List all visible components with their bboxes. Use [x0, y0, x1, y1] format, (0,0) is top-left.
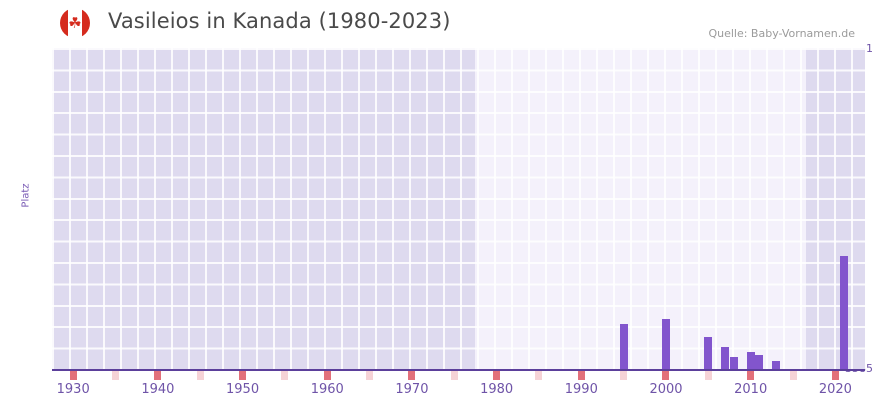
x-tick-minor-2005: [704, 371, 712, 380]
x-tick-major-2000: [662, 371, 670, 380]
bar-2011[interactable]: [755, 355, 764, 369]
x-tick-minor-1935: [112, 371, 120, 380]
shaded-period: [805, 48, 865, 369]
plot-area: [52, 48, 865, 369]
x-tick-major-1980: [493, 371, 501, 380]
bar-2005[interactable]: [704, 337, 713, 369]
x-tick-major-2020: [831, 371, 839, 380]
x-axis-tick-label-2020: 2020: [818, 382, 852, 397]
x-axis-tick-label-1990: 1990: [564, 382, 598, 397]
x-axis-tick-label-1980: 1980: [480, 382, 514, 397]
flag-band-right: [82, 8, 90, 38]
x-tick-minor-1945: [196, 371, 204, 380]
x-tick-major-1930: [69, 371, 77, 380]
x-axis-tick-label-1960: 1960: [310, 382, 344, 397]
x-axis-tick-label-1930: 1930: [56, 382, 90, 397]
x-axis-tick-label-2000: 2000: [649, 382, 683, 397]
x-axis-tick-label-1940: 1940: [141, 382, 175, 397]
canada-flag-icon: ☘: [60, 8, 90, 38]
bar-2010[interactable]: [746, 351, 755, 369]
bar-2000[interactable]: [661, 319, 670, 369]
y-axis-label: Platz: [20, 183, 32, 208]
x-axis-tick-label-1950: 1950: [226, 382, 260, 397]
x-tick-major-1960: [323, 371, 331, 380]
x-tick-minor-1965: [366, 371, 374, 380]
y-axis-tick-top: 1: [866, 42, 873, 55]
x-tick-major-2010: [747, 371, 755, 380]
x-tick-minor-1995: [620, 371, 628, 380]
bar-2008[interactable]: [729, 357, 738, 369]
x-tick-major-1950: [239, 371, 247, 380]
x-tick-major-1940: [154, 371, 162, 380]
source-attribution: Quelle: Baby-Vornamen.de: [708, 27, 855, 40]
bar-2013[interactable]: [772, 361, 781, 369]
x-tick-major-1990: [577, 371, 585, 380]
shaded-period: [52, 48, 476, 369]
maple-leaf-icon: ☘: [68, 13, 82, 32]
x-tick-minor-1955: [281, 371, 289, 380]
x-tick-major-1970: [408, 371, 416, 380]
x-axis-tick-label-2010: 2010: [734, 382, 768, 397]
x-tick-minor-2015: [789, 371, 797, 380]
bar-1995[interactable]: [619, 324, 628, 369]
chart-header: ☘ Vasileios in Kanada (1980-2023) Quelle…: [0, 0, 873, 44]
flag-band-left: [60, 8, 68, 38]
bar-2021[interactable]: [839, 256, 848, 369]
x-tick-minor-1985: [535, 371, 543, 380]
page-title: Vasileios in Kanada (1980-2023): [108, 9, 451, 33]
bar-2007[interactable]: [721, 347, 730, 369]
x-axis-tick-label-1970: 1970: [395, 382, 429, 397]
x-axis-line: [52, 369, 865, 371]
x-tick-minor-1975: [450, 371, 458, 380]
